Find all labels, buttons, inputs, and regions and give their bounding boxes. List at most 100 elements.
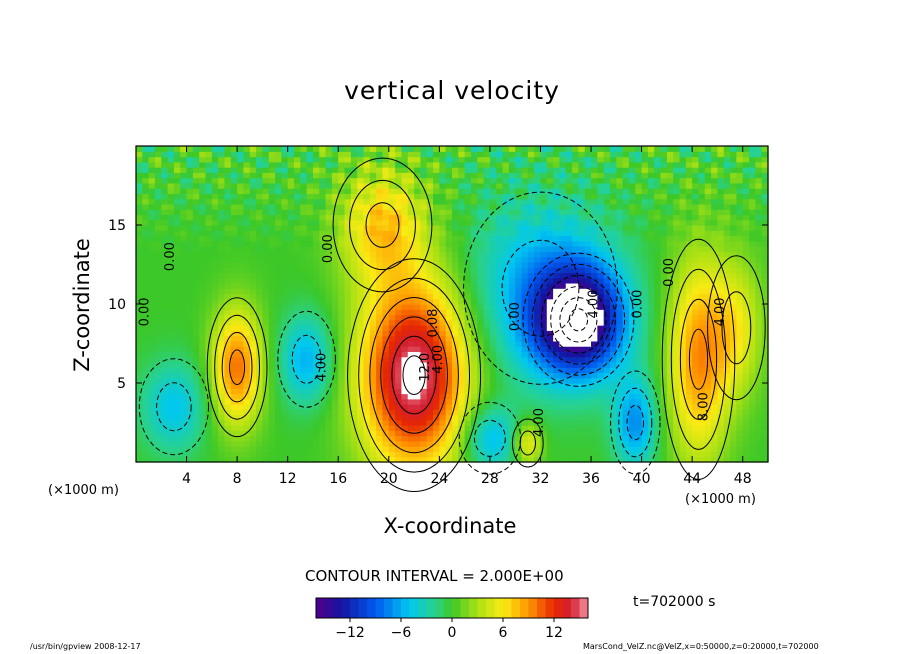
heatmap-cell: [470, 298, 478, 305]
heatmap-cell: [641, 319, 649, 326]
heatmap-cell: [477, 388, 485, 395]
heatmap-cell: [452, 172, 459, 179]
heatmap-cell: [534, 209, 542, 216]
heatmap-cell: [173, 177, 181, 184]
heatmap-cell: [628, 182, 636, 189]
heatmap-cell: [477, 393, 485, 400]
heatmap-cell: [161, 246, 169, 252]
heatmap-cell: [281, 456, 289, 463]
heatmap-cell: [401, 219, 409, 226]
heatmap-cell: [452, 177, 459, 184]
heatmap-cell: [584, 383, 592, 389]
heatmap-cell: [294, 298, 301, 305]
heatmap-cell: [192, 156, 200, 163]
heatmap-cell: [148, 409, 156, 416]
heatmap-cell: [502, 330, 510, 337]
heatmap-cell: [559, 288, 567, 295]
heatmap-cell: [654, 272, 662, 279]
heatmap-cell: [287, 172, 295, 179]
heatmap-cell: [136, 346, 143, 352]
heatmap-cell: [534, 367, 542, 374]
heatmap-cell: [433, 430, 440, 437]
heatmap-cell: [628, 288, 636, 295]
heatmap-cell: [192, 198, 200, 205]
heatmap-cell: [521, 219, 529, 226]
heatmap-cell: [211, 167, 219, 173]
heatmap-cell: [502, 214, 510, 221]
heatmap-cell: [237, 372, 245, 379]
heatmap-cell: [249, 240, 257, 247]
heatmap-cell: [376, 388, 384, 395]
heatmap-cell: [275, 219, 282, 226]
heatmap-cell: [534, 435, 542, 442]
heatmap-cell: [249, 167, 257, 173]
heatmap-cell: [641, 230, 649, 237]
heatmap-cell: [344, 404, 352, 410]
heatmap-cell: [502, 398, 510, 405]
heatmap-cell: [294, 198, 301, 205]
heatmap-cell: [401, 282, 409, 289]
heatmap-cell: [597, 293, 605, 300]
heatmap-cell: [186, 146, 194, 152]
heatmap-cell: [224, 309, 232, 316]
heatmap-cell: [388, 209, 396, 216]
heatmap-cell: [173, 409, 181, 416]
heatmap-cell: [470, 325, 478, 331]
heatmap-cell: [173, 240, 181, 247]
heatmap-cell: [401, 167, 409, 173]
heatmap-cell: [553, 277, 561, 284]
heatmap-cell: [369, 198, 377, 205]
heatmap-cell: [622, 225, 630, 231]
heatmap-cell: [306, 430, 314, 437]
heatmap-cell: [445, 188, 453, 194]
heatmap-cell: [489, 219, 497, 226]
heatmap-cell: [243, 314, 251, 321]
heatmap-cell: [167, 393, 175, 400]
heatmap-cell: [534, 298, 542, 305]
heatmap-cell: [584, 151, 592, 158]
heatmap-cell: [496, 346, 504, 352]
heatmap-cell: [559, 209, 567, 216]
heatmap-cell: [211, 325, 219, 331]
heatmap-cell: [363, 409, 371, 416]
heatmap-cell: [148, 393, 156, 400]
heatmap-cell: [388, 430, 396, 437]
heatmap-cell: [249, 172, 257, 179]
heatmap-cell: [186, 298, 194, 305]
heatmap-cell: [591, 188, 598, 194]
heatmap-cell: [249, 409, 257, 416]
heatmap-cell: [439, 330, 447, 337]
heatmap-cell: [319, 161, 327, 168]
heatmap-cell: [553, 240, 561, 247]
heatmap-cell: [470, 146, 478, 152]
heatmap-cell: [224, 261, 232, 268]
heatmap-cell: [192, 193, 200, 200]
heatmap-cell: [161, 203, 169, 210]
heatmap-cell: [306, 340, 314, 347]
heatmap-cell: [142, 414, 150, 421]
heatmap-cell: [243, 419, 251, 426]
heatmap-cell: [584, 356, 592, 363]
heatmap-cell: [591, 151, 598, 158]
heatmap-cell: [470, 251, 478, 258]
heatmap-cell: [275, 288, 282, 295]
heatmap-cell: [300, 198, 308, 205]
heatmap-cell: [376, 288, 384, 295]
heatmap-cell: [515, 346, 523, 352]
heatmap-cell: [654, 304, 662, 310]
heatmap-cell: [319, 377, 327, 384]
heatmap-cell: [344, 146, 352, 152]
heatmap-cell: [540, 340, 548, 347]
heatmap-cell: [331, 219, 339, 226]
heatmap-cell: [344, 188, 352, 194]
heatmap-cell: [597, 456, 605, 463]
heatmap-cell: [388, 435, 396, 442]
heatmap-cell: [426, 182, 434, 189]
heatmap-cell: [610, 151, 617, 158]
heatmap-cell: [350, 325, 358, 331]
heatmap-cell: [616, 209, 624, 216]
heatmap-cell: [218, 167, 226, 173]
heatmap-cell: [496, 425, 504, 431]
heatmap-cell: [224, 404, 232, 410]
heatmap-cell: [546, 414, 554, 421]
